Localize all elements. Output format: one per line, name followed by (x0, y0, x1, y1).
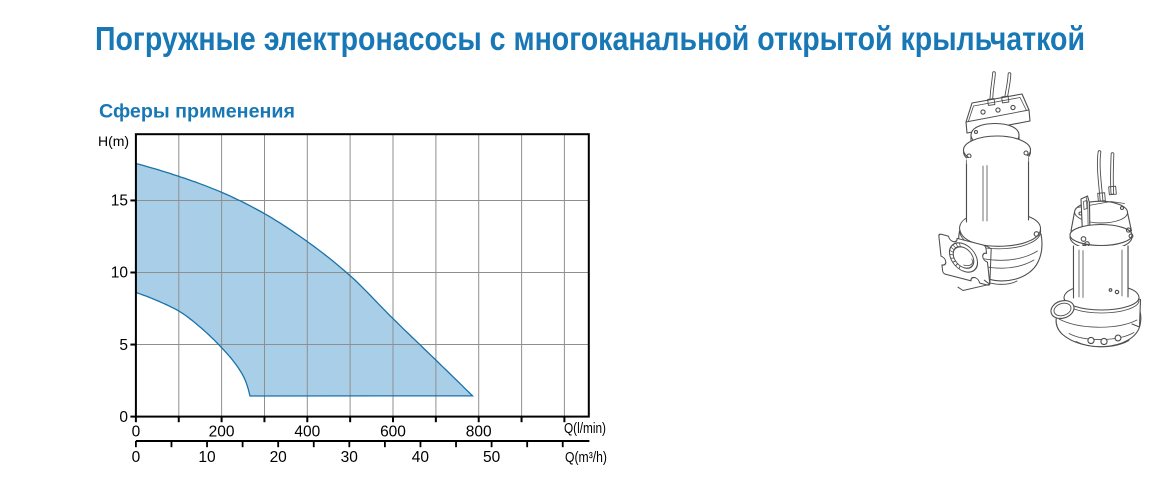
svg-text:10: 10 (198, 449, 216, 466)
svg-text:H(m): H(m) (98, 133, 129, 149)
svg-text:Сферы применения: Сферы применения (99, 102, 295, 123)
svg-text:50: 50 (483, 449, 501, 466)
svg-text:0: 0 (119, 409, 128, 426)
svg-text:800: 800 (466, 424, 492, 441)
svg-text:Q(m³/h): Q(m³/h) (565, 450, 607, 466)
svg-text:20: 20 (270, 449, 288, 466)
svg-text:600: 600 (380, 424, 406, 441)
svg-text:400: 400 (294, 424, 320, 441)
svg-text:40: 40 (412, 449, 430, 466)
svg-text:30: 30 (341, 449, 359, 466)
svg-text:15: 15 (111, 193, 128, 210)
svg-text:10: 10 (111, 265, 129, 282)
svg-text:Q(l/min): Q(l/min) (564, 421, 606, 437)
svg-text:0: 0 (132, 449, 141, 466)
svg-text:Погружные электронасосы с мног: Погружные электронасосы с многоканальной… (95, 20, 1085, 57)
svg-text:0: 0 (132, 424, 141, 441)
svg-text:200: 200 (209, 424, 235, 441)
svg-text:5: 5 (119, 337, 128, 354)
